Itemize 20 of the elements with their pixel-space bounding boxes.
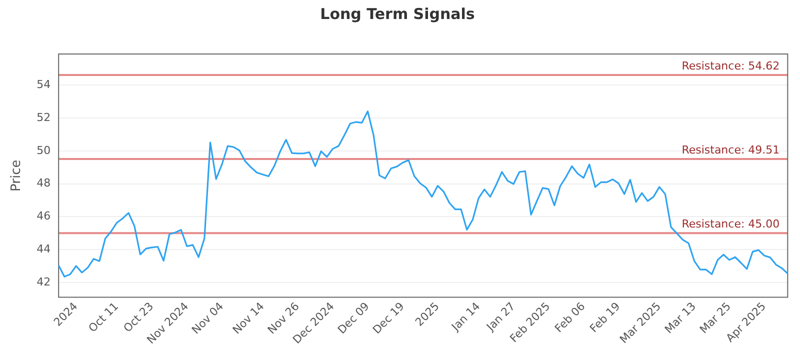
x-tick-label: Dec 09 — [335, 300, 372, 336]
y-tick-label: 50 — [36, 144, 51, 157]
x-tick-label: Mar 13 — [662, 300, 698, 336]
x-tick-label: Jan 14 — [448, 300, 483, 334]
x-tick-label: Oct 11 — [86, 300, 122, 335]
ref-line-label: Resistance: 45.00 — [682, 217, 780, 230]
y-tick-label: 48 — [36, 176, 51, 190]
x-tick-label: Feb 19 — [587, 300, 623, 336]
ref-line-label: Resistance: 54.62 — [682, 59, 780, 72]
y-tick-label: 54 — [36, 78, 51, 92]
y-tick-label: 42 — [36, 275, 51, 288]
x-tick-label: Dec 19 — [370, 300, 407, 336]
ref-line-label: Resistance: 49.51 — [682, 143, 780, 156]
x-tick-label: Nov 14 — [230, 300, 267, 337]
y-tick-label: 46 — [36, 210, 51, 223]
y-axis-title: Price — [9, 160, 24, 192]
y-tick-label: 44 — [36, 242, 51, 256]
chart-title: Long Term Signals — [320, 4, 475, 23]
y-tick-label: 52 — [36, 110, 51, 124]
x-tick-label: Feb 06 — [552, 300, 588, 336]
